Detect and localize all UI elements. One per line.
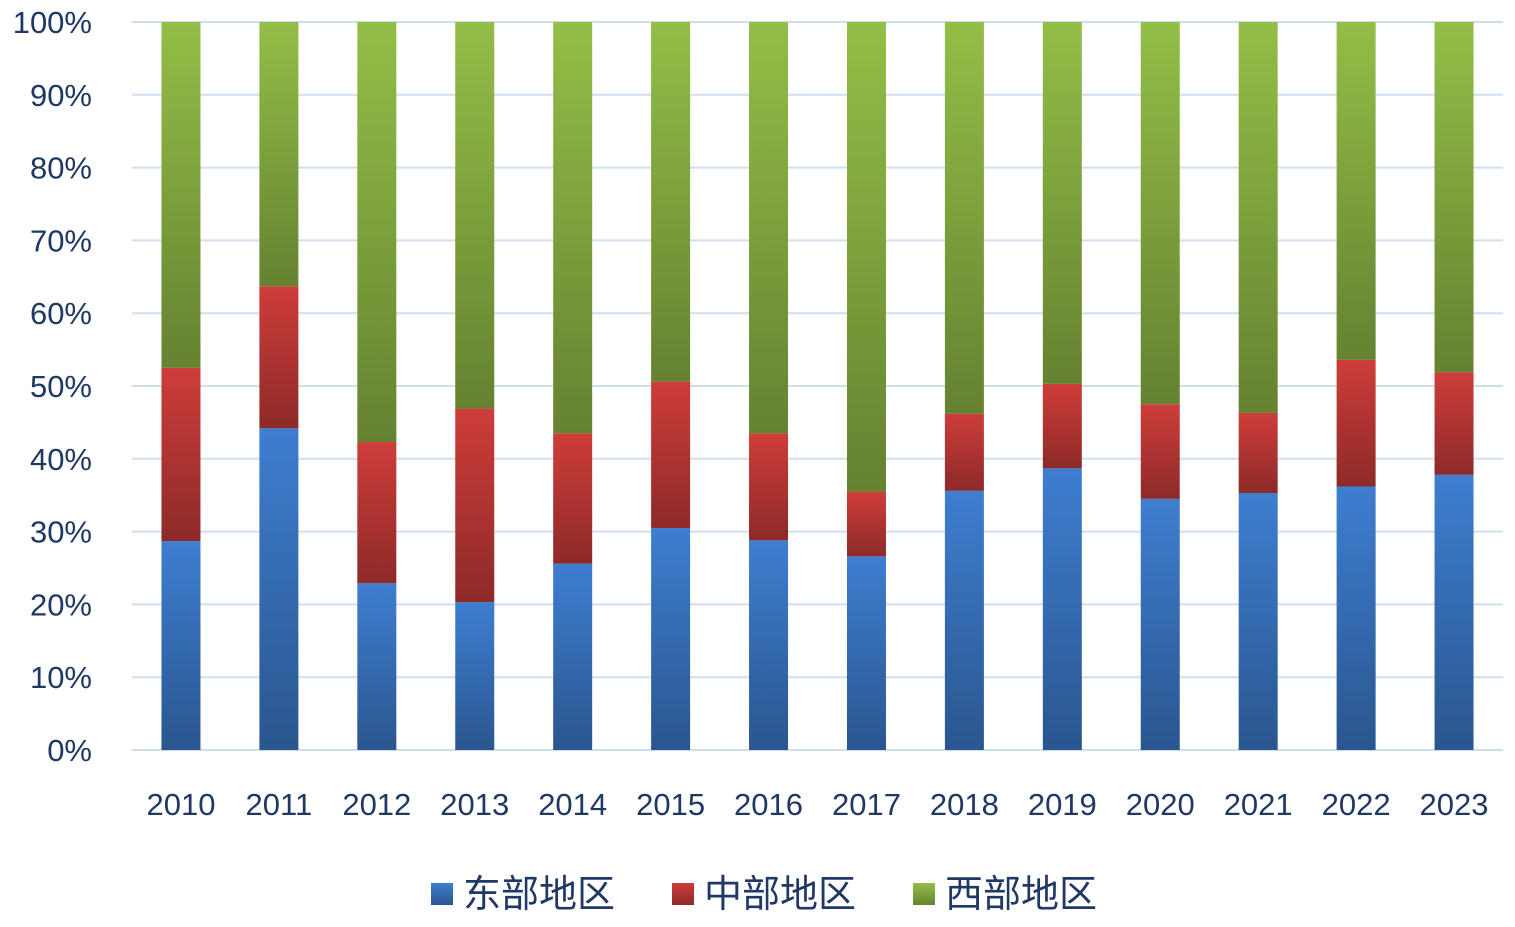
y-tick-label: 100% — [13, 5, 92, 40]
y-tick-label: 40% — [30, 442, 92, 477]
legend-swatch — [672, 883, 694, 905]
legend-label: 中部地区 — [704, 872, 856, 916]
bar-segment — [1434, 22, 1474, 373]
bar-segment — [1434, 372, 1474, 475]
bar-segment — [1140, 22, 1180, 405]
x-tick-label: 2010 — [146, 787, 215, 822]
x-tick-label: 2015 — [636, 787, 705, 822]
bar-segment — [846, 556, 886, 750]
bar-segment — [259, 428, 299, 750]
bar-segment — [357, 22, 397, 443]
bar-segment — [259, 22, 299, 287]
bar-segment — [553, 563, 593, 750]
bar-segment — [161, 367, 201, 542]
bar-segment — [1140, 404, 1180, 499]
legend-label: 东部地区 — [463, 872, 615, 916]
y-tick-label: 50% — [30, 369, 92, 404]
bar-segment — [357, 583, 397, 750]
bar-segment — [259, 286, 299, 429]
y-tick-label: 10% — [30, 660, 92, 695]
bar-segment — [455, 408, 495, 603]
x-tick-label: 2014 — [538, 787, 607, 822]
y-tick-label: 90% — [30, 78, 92, 113]
x-tick-label: 2020 — [1126, 787, 1195, 822]
legend: 东部地区 中部地区 西部地区 — [431, 872, 1097, 916]
legend-swatch — [431, 883, 453, 905]
bar-segment — [944, 490, 984, 750]
x-tick-label: 2011 — [246, 787, 313, 822]
x-tick-label: 2022 — [1322, 787, 1391, 822]
bar-segment — [1336, 359, 1376, 487]
y-tick-label: 80% — [30, 151, 92, 186]
y-tick-label: 0% — [47, 733, 92, 768]
bar-segment — [1238, 412, 1278, 494]
bar-segment — [1042, 468, 1082, 750]
axes: 0% 10% 20% 30% 40% 50% 60% 70% 80% 90% 100% 2010 201… — [13, 5, 1489, 822]
x-tick-label: 2012 — [342, 787, 411, 822]
bar-segment — [1238, 493, 1278, 750]
bar-segment — [846, 22, 886, 492]
bar-segment — [651, 22, 691, 382]
bar-segment — [455, 22, 495, 409]
bar-segment — [1434, 474, 1474, 750]
bar-segment — [357, 442, 397, 584]
x-tick-label: 2021 — [1224, 787, 1293, 822]
bar-segment — [651, 527, 691, 750]
gridlines — [132, 21, 1503, 751]
x-tick-label: 2013 — [440, 787, 509, 822]
x-tick-label: 2017 — [832, 787, 901, 822]
bar-segment — [161, 22, 201, 368]
y-tick-label: 60% — [30, 296, 92, 331]
bar-segment — [1336, 22, 1376, 360]
legend-swatch — [913, 883, 935, 905]
bar-segment — [846, 491, 886, 557]
bar-segment — [749, 22, 789, 434]
bar-segment — [553, 22, 593, 434]
bar-segment — [1238, 22, 1278, 413]
bar-segment — [1042, 22, 1082, 384]
y-tick-label: 20% — [30, 587, 92, 622]
bar-segment — [1336, 486, 1376, 750]
bar-segment — [1140, 498, 1180, 750]
bar-segment — [1042, 383, 1082, 469]
y-tick-label: 70% — [30, 223, 92, 258]
x-tick-label: 2023 — [1420, 787, 1489, 822]
x-tick-label: 2019 — [1028, 787, 1097, 822]
y-tick-label: 30% — [30, 515, 92, 550]
bar-segment — [455, 602, 495, 750]
bar-segment — [749, 433, 789, 541]
bar-segment — [944, 22, 984, 414]
bars — [161, 22, 1474, 750]
x-tick-label: 2018 — [930, 787, 999, 822]
bar-segment — [651, 381, 691, 528]
x-tick-label: 2016 — [734, 787, 803, 822]
bar-segment — [553, 433, 593, 564]
bar-segment — [749, 540, 789, 750]
bar-segment — [944, 413, 984, 491]
bar-segment — [161, 541, 201, 750]
legend-label: 西部地区 — [945, 872, 1097, 916]
